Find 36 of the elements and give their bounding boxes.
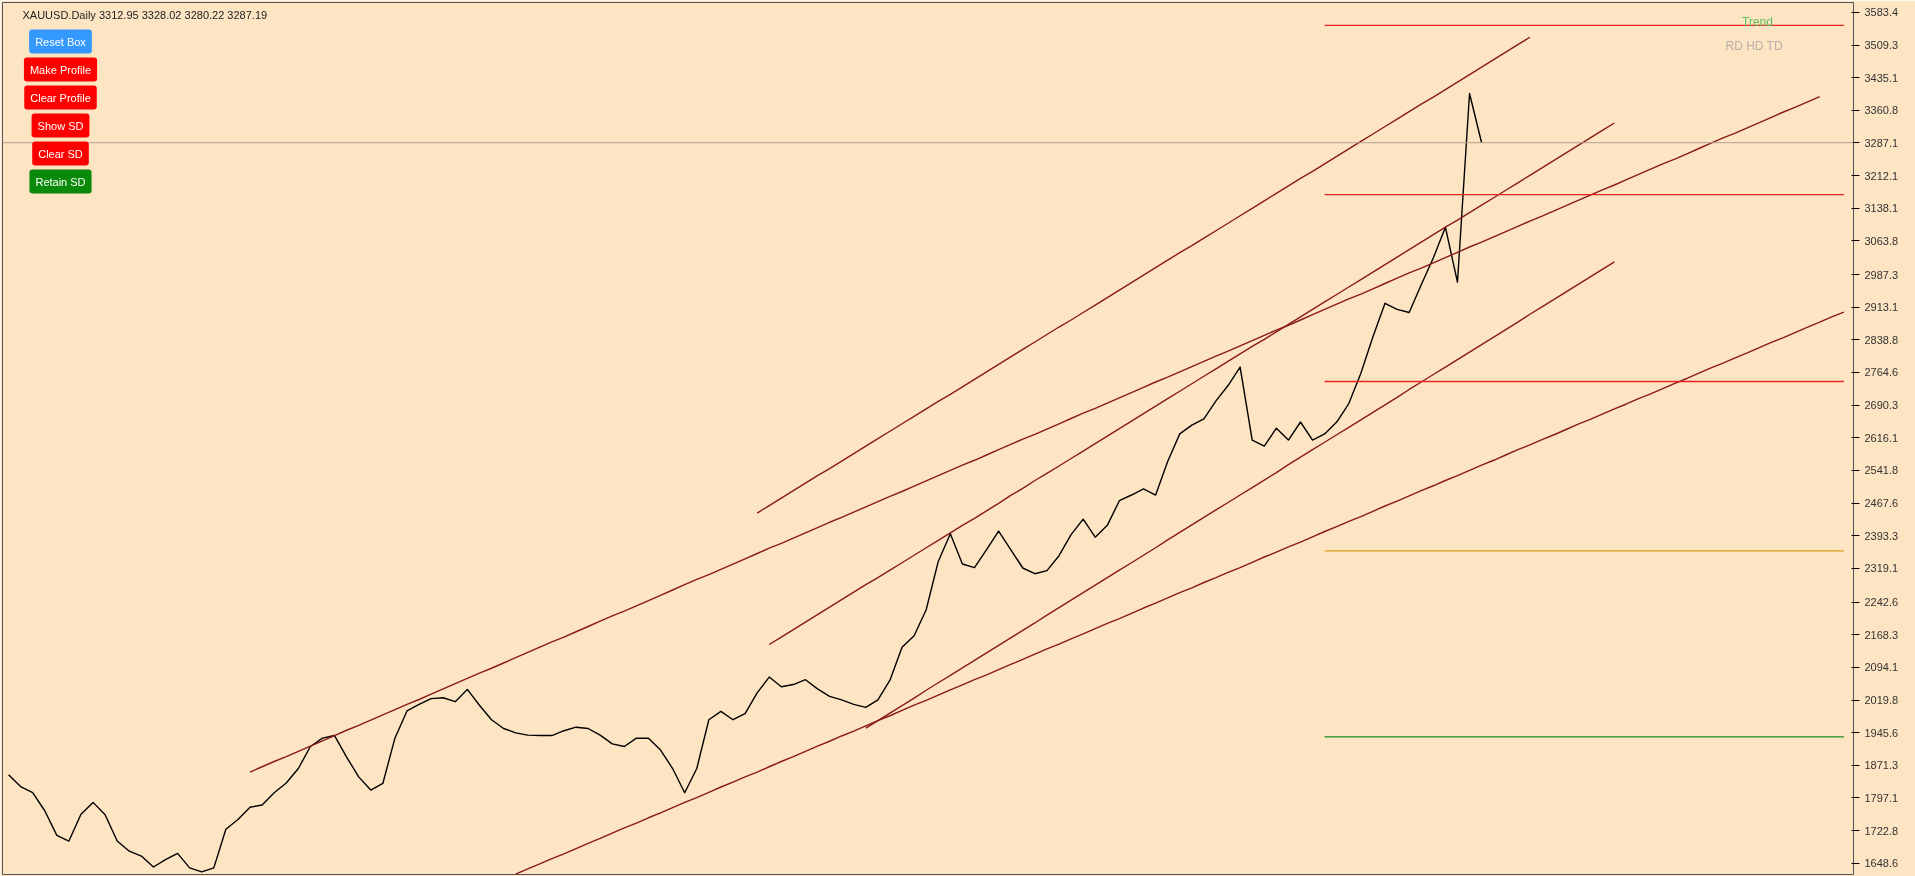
y-tick-label: 2616.1 xyxy=(1864,431,1899,444)
y-tick-label: 2168.3 xyxy=(1864,628,1899,641)
y-tick-label: 3509.3 xyxy=(1864,39,1899,52)
y-tick-label: 2690.3 xyxy=(1864,399,1899,412)
y-tick-label: 3435.1 xyxy=(1864,71,1899,84)
y-tick-label: 3063.8 xyxy=(1864,234,1899,247)
y-tick-label: 1722.8 xyxy=(1864,824,1899,837)
text: XAUUSD.Daily 3312.95 3328.02 3280.22 3287.19 xyxy=(22,8,268,21)
annotation: RD HD TD xyxy=(1725,38,1783,53)
annotation: Make Profile xyxy=(29,63,92,76)
annotation: Show SD xyxy=(37,119,84,132)
annotation: Trend xyxy=(1742,14,1773,29)
y-tick-label: 1945.6 xyxy=(1864,726,1899,739)
y-tick-label: 3583.4 xyxy=(1864,6,1899,19)
y-tick-label: 1648.6 xyxy=(1864,857,1899,870)
y-tick-label: 2541.8 xyxy=(1864,464,1899,477)
y-tick-label: 3287.1 xyxy=(1864,136,1899,149)
y-tick-label: 2838.8 xyxy=(1864,333,1899,346)
y-tick-label: 1797.1 xyxy=(1864,791,1899,804)
y-tick-label: 3360.8 xyxy=(1864,104,1899,117)
y-tick-label: 3212.1 xyxy=(1864,169,1899,182)
y-tick-label: 2987.3 xyxy=(1864,268,1899,281)
y-tick-label: 2242.6 xyxy=(1864,596,1899,609)
y-tick-label: 2094.1 xyxy=(1864,661,1899,674)
y-tick-label: 2393.3 xyxy=(1864,529,1899,542)
y-tick-label: 1871.3 xyxy=(1864,759,1899,772)
y-tick-label: 2467.6 xyxy=(1864,497,1899,510)
annotation: Retain SD xyxy=(35,175,86,188)
y-tick-label: 2019.8 xyxy=(1864,694,1899,707)
y-tick-label: 2913.1 xyxy=(1864,301,1899,314)
y-tick-label: 2764.6 xyxy=(1864,366,1899,379)
y-tick-label: 3138.1 xyxy=(1864,202,1899,215)
y-tick-label: 2319.1 xyxy=(1864,562,1899,575)
annotation: Reset Box xyxy=(35,35,87,48)
annotation: Clear SD xyxy=(38,147,83,160)
annotation: Clear Profile xyxy=(30,91,91,104)
